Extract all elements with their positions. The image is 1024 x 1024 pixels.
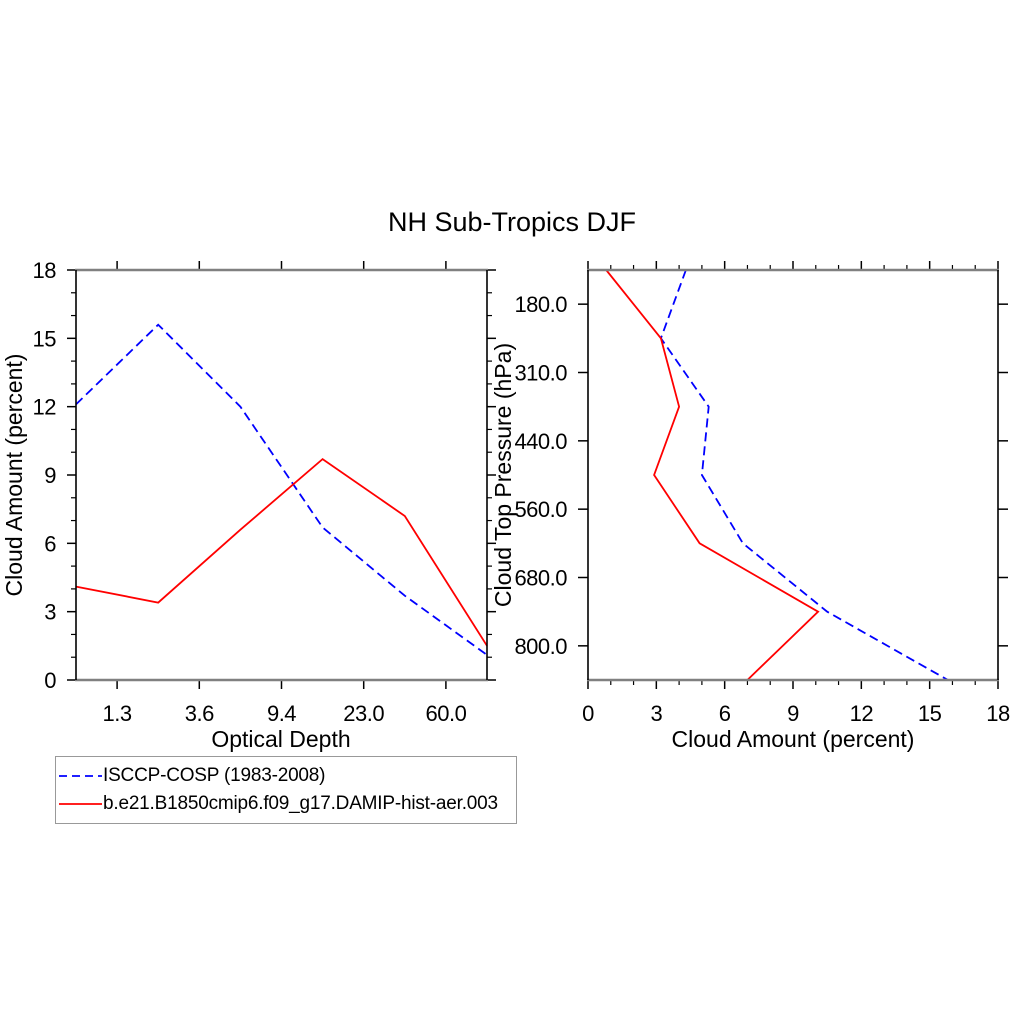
y-tick-label: 3: [44, 600, 56, 625]
x-tick-label: 18: [986, 701, 1010, 726]
y-tick-label: 800.0: [514, 634, 567, 659]
y-tick-label: 12: [33, 395, 57, 420]
left-panel: 0 3 6 9 12 15 18 1.3 3.6 9.4 23.0 60.0: [33, 258, 496, 726]
y-tick-label: 15: [33, 326, 57, 351]
y-tick-label: 310.0: [514, 361, 567, 386]
legend-label-model: b.e21.B1850cmip6.f09_g17.DAMIP-hist-aer.…: [103, 793, 498, 814]
y-tick-label: 440.0: [514, 429, 567, 454]
x-tick-label: 12: [850, 701, 874, 726]
y-tick-label: 560.0: [514, 497, 567, 522]
x-tick-label: 1.3: [103, 701, 132, 726]
y-tick-label: 9: [44, 463, 56, 488]
y-tick-label: 18: [33, 258, 57, 283]
legend-label-obs: ISCCP-COSP (1983-2008): [103, 765, 326, 786]
legend-item: ISCCP-COSP (1983-2008): [58, 762, 514, 790]
series-line-isccp: [659, 269, 949, 681]
legend-item: b.e21.B1850cmip6.f09_g17.DAMIP-hist-aer.…: [58, 790, 514, 818]
x-tick-label: 23.0: [343, 701, 384, 726]
right-panel: 0 3 6 9 12 15 18 180.0 310.0 440.0 560.0 680.0 800.0: [514, 261, 1010, 726]
y-tick-label: 180.0: [514, 292, 567, 317]
series-line-isccp: [75, 323, 488, 656]
legend-line-sample-solid: [59, 803, 102, 805]
chart-title: NH Sub-Tropics DJF: [387, 207, 637, 237]
x-tick-label: 3.6: [185, 701, 214, 726]
x-tick-label: 15: [918, 701, 942, 726]
y-tick-label: 6: [44, 531, 56, 556]
x-tick-label: 9: [787, 701, 799, 726]
left-x-axis-title: Optical Depth: [211, 726, 350, 752]
x-tick-label: 0: [582, 701, 594, 726]
legend-line-sample-dashed: [59, 775, 102, 777]
right-x-axis-title: Cloud Amount (percent): [672, 726, 915, 752]
left-y-axis-title: Cloud Amount (percent): [1, 354, 27, 597]
legend-box: ISCCP-COSP (1983-2008) b.e21.B1850cmip6.…: [55, 756, 517, 824]
x-tick-label: 60.0: [425, 701, 466, 726]
series-line-model: [605, 269, 820, 681]
x-tick-label: 6: [719, 701, 731, 726]
x-tick-label: 9.4: [267, 701, 296, 726]
y-tick-label: 680.0: [514, 566, 567, 591]
x-tick-label: 3: [650, 701, 662, 726]
series-line-model: [75, 457, 488, 647]
y-tick-label: 0: [44, 668, 56, 693]
